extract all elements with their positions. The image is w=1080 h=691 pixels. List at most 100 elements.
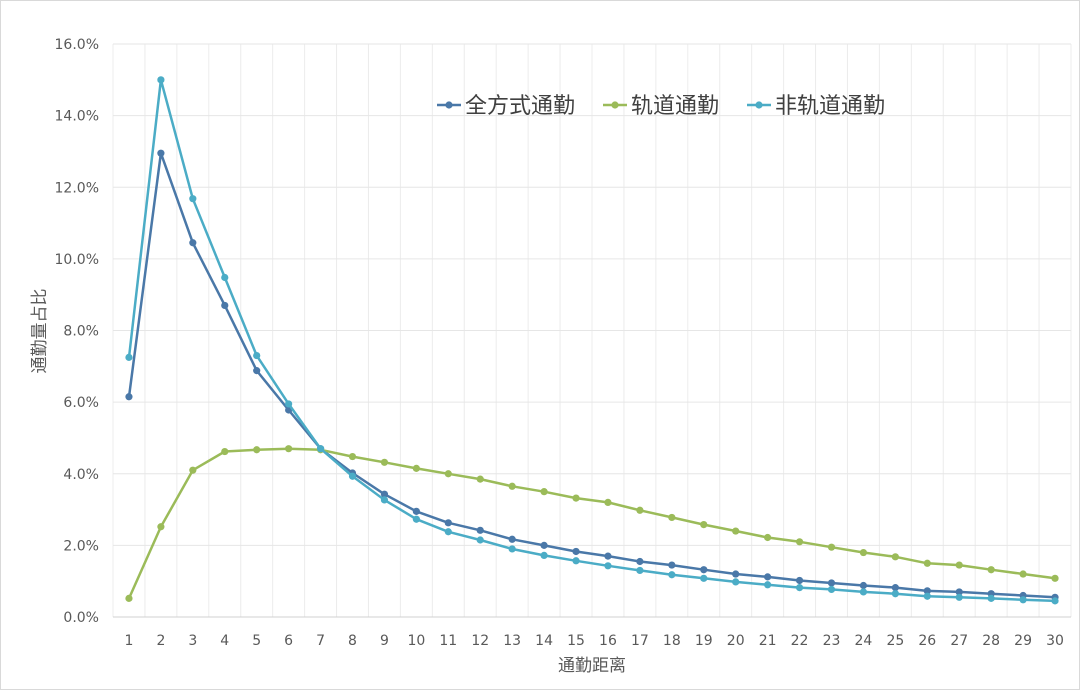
data-point bbox=[316, 445, 325, 453]
data-point bbox=[604, 562, 612, 570]
data-point bbox=[348, 452, 357, 461]
legend-label: 全方式通勤 bbox=[465, 94, 575, 119]
data-point bbox=[572, 494, 580, 502]
data-point bbox=[157, 76, 165, 84]
x-tick-label: 23 bbox=[823, 633, 841, 649]
data-point bbox=[668, 513, 676, 522]
data-point bbox=[285, 400, 293, 408]
data-point bbox=[764, 581, 772, 589]
x-tick-label: 1 bbox=[125, 633, 134, 649]
y-tick-label: 8.0% bbox=[63, 324, 99, 340]
data-point bbox=[221, 301, 229, 310]
data-point bbox=[476, 475, 484, 483]
data-point bbox=[540, 488, 548, 496]
legend-marker bbox=[755, 101, 763, 109]
data-point bbox=[923, 559, 931, 567]
data-point bbox=[700, 574, 708, 582]
data-point bbox=[444, 470, 452, 478]
data-point bbox=[1019, 570, 1027, 578]
x-tick-label: 27 bbox=[950, 633, 968, 649]
data-point bbox=[668, 571, 676, 579]
x-tick-label: 26 bbox=[918, 633, 936, 649]
data-point bbox=[987, 566, 995, 574]
legend-marker bbox=[445, 101, 453, 109]
x-tick-label: 10 bbox=[407, 633, 425, 649]
data-point bbox=[508, 545, 516, 553]
data-point bbox=[891, 584, 899, 592]
legend: 全方式通勤 轨道通勤 非轨道通勤 bbox=[437, 94, 885, 119]
data-point bbox=[732, 527, 740, 535]
data-point bbox=[221, 447, 229, 456]
data-point bbox=[476, 526, 484, 534]
legend-marker bbox=[611, 101, 619, 109]
data-point bbox=[764, 573, 772, 581]
legend-label: 轨道通勤 bbox=[631, 94, 719, 119]
x-tick-label: 5 bbox=[252, 633, 261, 649]
data-point bbox=[859, 588, 868, 596]
x-tick-label: 24 bbox=[855, 633, 873, 649]
data-point bbox=[572, 547, 580, 556]
x-tick-label: 18 bbox=[663, 633, 681, 649]
data-point bbox=[508, 482, 516, 490]
x-tick-label: 30 bbox=[1046, 633, 1064, 649]
y-tick-label: 10.0% bbox=[55, 252, 99, 268]
x-tick-label: 29 bbox=[1014, 633, 1032, 649]
x-tick-label: 4 bbox=[220, 633, 229, 649]
x-tick-label: 3 bbox=[188, 633, 197, 649]
x-axis-title: 通勤距离 bbox=[558, 656, 626, 676]
y-tick-label: 4.0% bbox=[63, 467, 99, 483]
data-point bbox=[955, 588, 963, 596]
data-point bbox=[1019, 596, 1027, 604]
data-point bbox=[923, 587, 931, 595]
axis-layer: 0.0% 2.0% 4.0% 6.0% 8.0% 10.0% 12.0% 14.0% 16.0%… bbox=[55, 37, 1071, 649]
x-tick-label: 11 bbox=[439, 633, 457, 649]
x-tick-label: 2 bbox=[156, 633, 165, 649]
data-point bbox=[827, 543, 836, 551]
x-tick-label: 28 bbox=[982, 633, 1000, 649]
x-tick-label: 9 bbox=[380, 633, 389, 649]
y-tick-label: 16.0% bbox=[55, 37, 99, 53]
data-point bbox=[253, 367, 261, 375]
data-point bbox=[125, 594, 133, 602]
data-point bbox=[636, 557, 644, 566]
data-point bbox=[444, 528, 452, 536]
y-tick-label: 12.0% bbox=[55, 180, 99, 196]
data-point bbox=[508, 535, 516, 543]
data-point bbox=[189, 195, 197, 203]
data-point bbox=[380, 490, 389, 498]
data-point bbox=[987, 594, 995, 602]
series-line bbox=[127, 78, 1056, 603]
series-layer bbox=[125, 76, 1059, 605]
data-point bbox=[476, 536, 484, 544]
data-point bbox=[955, 593, 963, 601]
data-point bbox=[253, 446, 261, 454]
data-point bbox=[668, 561, 676, 569]
y-axis-title: 通勤量占比 bbox=[30, 289, 50, 374]
data-point bbox=[859, 581, 868, 590]
data-point bbox=[923, 592, 931, 600]
series-line bbox=[127, 447, 1056, 599]
x-tick-label: 13 bbox=[503, 633, 521, 649]
x-tick-label: 6 bbox=[284, 633, 293, 649]
data-point bbox=[732, 570, 740, 578]
data-point bbox=[348, 472, 357, 480]
x-tick-label: 14 bbox=[535, 633, 553, 649]
data-point bbox=[732, 578, 740, 586]
data-point bbox=[955, 561, 963, 569]
x-tick-label: 21 bbox=[759, 633, 777, 649]
grid-layer bbox=[112, 43, 1072, 618]
y-tick-label: 2.0% bbox=[63, 538, 99, 554]
data-point bbox=[540, 541, 548, 549]
data-point bbox=[604, 552, 612, 560]
data-point bbox=[795, 576, 804, 585]
data-point bbox=[221, 273, 229, 282]
data-point bbox=[125, 393, 133, 401]
data-point bbox=[795, 538, 804, 546]
data-point bbox=[572, 557, 580, 565]
series-line bbox=[127, 151, 1056, 599]
y-tick-label: 6.0% bbox=[63, 395, 99, 411]
data-point bbox=[604, 498, 612, 506]
data-point bbox=[253, 351, 261, 360]
x-tick-label: 22 bbox=[791, 633, 809, 649]
data-point bbox=[412, 507, 420, 515]
